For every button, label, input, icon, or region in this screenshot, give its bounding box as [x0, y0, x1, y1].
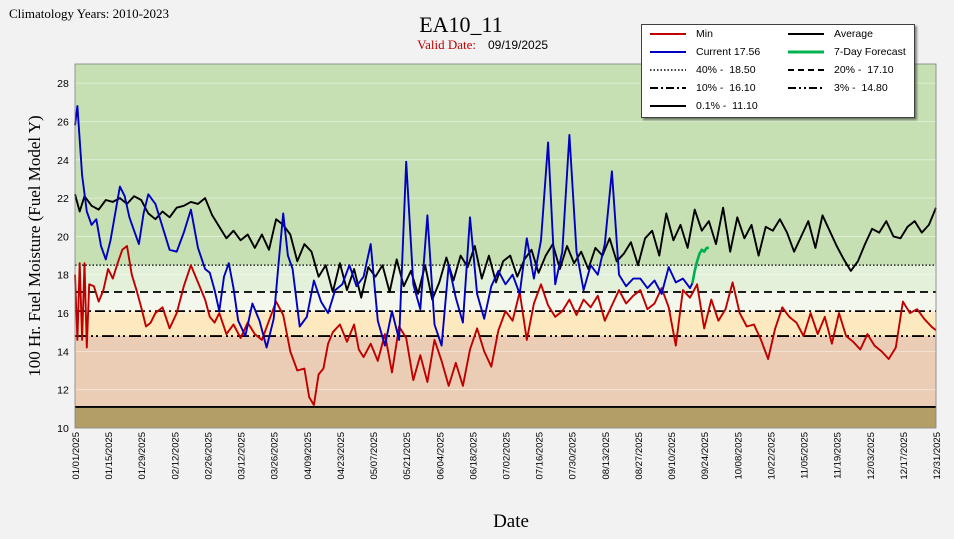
grid-lines — [75, 82, 936, 429]
y-tick-label-16: 16 — [57, 308, 69, 320]
series-line-7-day-forecast — [691, 246, 709, 284]
x-tick-label-10-08-2025: 10/08/2025 — [733, 432, 744, 480]
x-tick-label-01-01-2025: 01/01/2025 — [71, 432, 82, 480]
band-5 — [75, 406, 936, 428]
y-tick-label-10: 10 — [57, 423, 69, 435]
x-tick-label-01-15-2025: 01/15/2025 — [104, 432, 115, 480]
valid-date-label: Valid Date: — [417, 37, 476, 52]
legend-swatch-average — [788, 33, 824, 35]
legend-label-3pct: 3% - 14.80 — [834, 82, 888, 94]
y-tick-label-14: 14 — [57, 346, 69, 358]
x-tick-label-07-02-2025: 07/02/2025 — [502, 432, 513, 480]
legend-item-min: Min — [648, 26, 713, 42]
threshold-bands — [75, 64, 936, 428]
legend-swatch-0-1pct — [650, 105, 686, 107]
legend-swatch-min — [650, 33, 686, 35]
x-tick-label-12-03-2025: 12/03/2025 — [866, 432, 877, 480]
legend-swatch-forecast — [788, 50, 824, 54]
legend-item-current: Current 17.56 — [648, 44, 760, 60]
legend-item-average: Average — [786, 26, 873, 42]
x-tick-label-06-18-2025: 06/18/2025 — [468, 432, 479, 480]
legend-label-0-1pct: 0.1% - 11.10 — [696, 100, 758, 112]
x-tick-label-07-30-2025: 07/30/2025 — [568, 432, 579, 480]
x-tick-label-09-10-2025: 09/10/2025 — [667, 432, 678, 480]
y-tick-label-28: 28 — [57, 78, 69, 90]
y-tick-label-12: 12 — [57, 385, 69, 397]
legend-swatch-current — [650, 51, 686, 53]
plot-area-border — [74, 63, 937, 429]
series-line-current-17-56 — [74, 105, 694, 349]
legend-swatch-40pct — [650, 69, 686, 71]
legend-swatch-10pct — [650, 87, 686, 89]
x-tick-label-11-05-2025: 11/05/2025 — [800, 432, 811, 479]
y-tick-label-26: 26 — [57, 116, 69, 128]
valid-date-value: 09/19/2025 — [488, 38, 548, 52]
legend-label-average: Average — [834, 28, 873, 40]
y-tick-label-18: 18 — [57, 270, 69, 282]
x-tick-label-05-21-2025: 05/21/2025 — [402, 432, 413, 480]
y-tick-label-22: 22 — [57, 193, 69, 205]
y-tick-labels: 10 12 14 16 18 20 22 24 26 28 — [57, 78, 69, 435]
legend-item-40pct: 40% - 18.50 — [648, 62, 756, 78]
x-tick-label-05-07-2025: 05/07/2025 — [369, 432, 380, 480]
chart-title: EA10_11 — [419, 12, 503, 37]
x-tick-label-02-26-2025: 02/26/2025 — [204, 432, 215, 480]
legend-swatch-3pct — [788, 87, 824, 89]
x-tick-label-04-23-2025: 04/23/2025 — [336, 432, 347, 480]
legend-label-min: Min — [696, 28, 713, 40]
y-tick-label-24: 24 — [57, 155, 69, 167]
series-line-average — [74, 194, 937, 301]
band-4 — [75, 336, 936, 407]
x-tick-label-12-31-2025: 12/31/2025 — [932, 432, 943, 480]
climatology-note: Climatology Years: 2010-2023 — [9, 6, 169, 21]
x-tick-labels: 01/01/2025 01/15/2025 01/29/2025 02/12/2025… — [71, 432, 943, 480]
x-tick-label-07-16-2025: 07/16/2025 — [535, 432, 546, 480]
x-tick-label-04-09-2025: 04/09/2025 — [303, 432, 314, 480]
legend-item-forecast: 7-Day Forecast — [786, 44, 906, 60]
legend: Min Average Current 17.56 7-Day Forecast… — [641, 24, 915, 118]
x-tick-label-10-22-2025: 10/22/2025 — [766, 432, 777, 480]
x-tick-label-08-27-2025: 08/27/2025 — [634, 432, 645, 480]
x-tick-label-06-04-2025: 06/04/2025 — [435, 432, 446, 480]
band-1 — [75, 265, 936, 292]
band-2 — [75, 291, 936, 312]
x-tick-label-12-17-2025: 12/17/2025 — [899, 432, 910, 480]
y-axis-label: 100 Hr. Fuel Moisture (Fuel Model Y) — [25, 115, 44, 376]
legend-item-0-1pct: 0.1% - 11.10 — [648, 98, 758, 114]
x-tick-label-08-13-2025: 08/13/2025 — [601, 432, 612, 480]
x-tick-label-02-12-2025: 02/12/2025 — [170, 432, 181, 480]
x-tick-label-01-29-2025: 01/29/2025 — [137, 432, 148, 480]
x-tick-label-03-26-2025: 03/26/2025 — [270, 432, 281, 480]
legend-label-current: Current 17.56 — [696, 46, 761, 58]
legend-item-20pct: 20% - 17.10 — [786, 62, 894, 78]
legend-item-10pct: 10% - 16.10 — [648, 80, 756, 96]
y-tick-label-20: 20 — [57, 231, 69, 243]
x-tick-label-09-24-2025: 09/24/2025 — [700, 432, 711, 480]
legend-label-forecast: 7-Day Forecast — [834, 46, 906, 58]
legend-item-3pct: 3% - 14.80 — [786, 80, 888, 96]
legend-label-40pct: 40% - 18.50 — [696, 64, 756, 76]
x-axis-label: Date — [493, 511, 529, 532]
x-tick-label-03-12-2025: 03/12/2025 — [237, 432, 248, 480]
series-lines — [74, 105, 937, 406]
legend-label-20pct: 20% - 17.10 — [834, 64, 894, 76]
legend-swatch-20pct — [788, 69, 824, 71]
x-tick-label-11-19-2025: 11/19/2025 — [833, 432, 844, 479]
legend-label-10pct: 10% - 16.10 — [696, 82, 756, 94]
series-line-min — [74, 245, 937, 406]
